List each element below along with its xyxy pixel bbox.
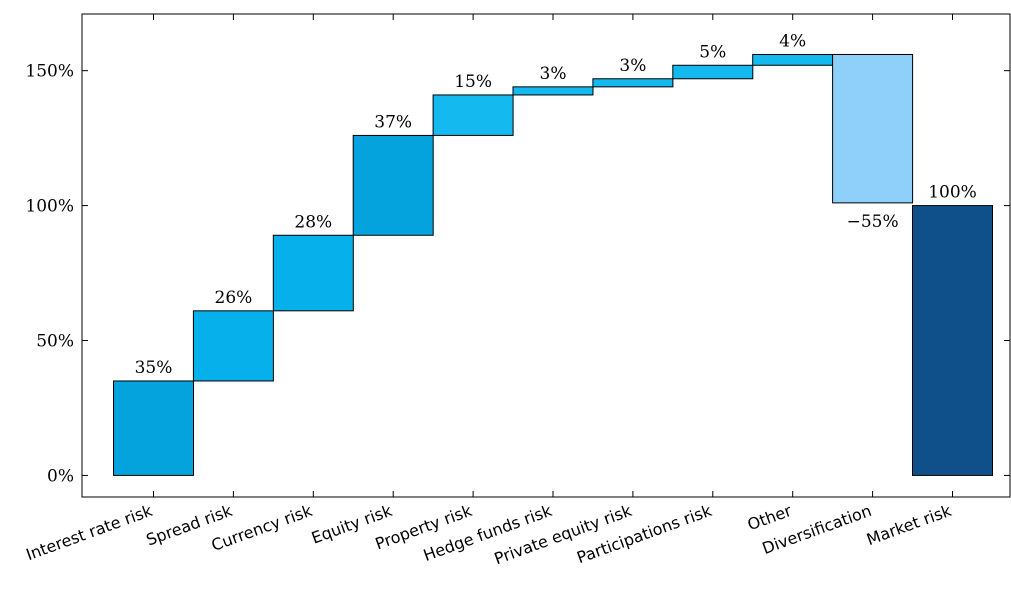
bar-equity-risk — [352, 134, 434, 236]
bar-hedge-funds-risk — [512, 86, 594, 96]
bar-spread-risk — [192, 310, 274, 382]
plot-frame — [81, 13, 1011, 498]
x-tick-label: Interest rate risk — [23, 501, 155, 565]
data-label: 5% — [699, 42, 726, 62]
bar-property-risk — [432, 94, 514, 136]
y-tick-label: 150% — [25, 62, 74, 82]
data-label: 3% — [540, 64, 567, 84]
bar-participations-risk — [672, 64, 754, 80]
data-label: 100% — [928, 183, 977, 203]
y-tick-label: 50% — [36, 331, 74, 351]
y-tick-label: 100% — [25, 197, 74, 217]
data-label: −55% — [847, 212, 899, 232]
y-tick-label: 0% — [47, 466, 74, 486]
data-label: 35% — [135, 358, 173, 378]
data-label: 4% — [779, 31, 806, 51]
bar-market-risk — [912, 205, 993, 476]
bar-private-equity-risk — [592, 78, 674, 88]
x-tick-label: Market risk — [864, 501, 955, 549]
bar-interest-rate-risk — [113, 380, 194, 476]
data-label: 15% — [454, 72, 492, 92]
bar-other — [752, 53, 834, 66]
x-tick-label: Participations risk — [574, 501, 715, 568]
bar-diversification — [832, 53, 914, 204]
data-label: 3% — [619, 56, 646, 76]
data-label: 37% — [374, 112, 412, 132]
bar-currency-risk — [272, 234, 354, 312]
data-label: 26% — [215, 288, 253, 308]
data-label: 28% — [294, 212, 332, 232]
